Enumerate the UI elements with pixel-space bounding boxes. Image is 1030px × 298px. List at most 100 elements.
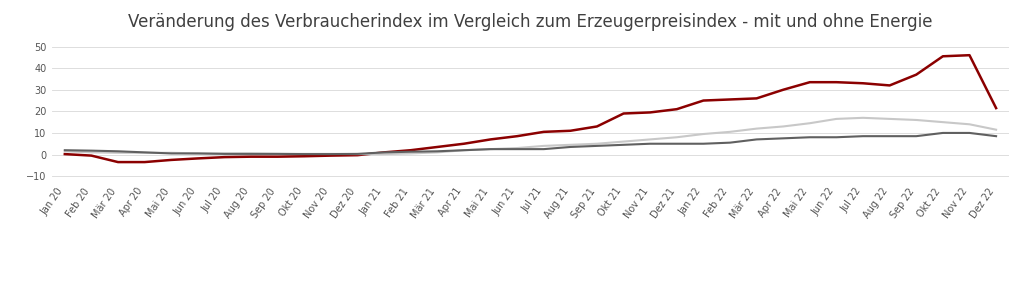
Verbraucherpreisindex (884, 134, 896, 138)
Verbraucherpreisindex (857, 134, 869, 138)
Verbraucherpreisindex (457, 148, 470, 152)
Verbraucherpreisindex (697, 142, 710, 145)
Erzeugerpreisindex ohne Energie (830, 117, 843, 121)
Erzeugerpreisindex (218, 155, 231, 159)
Verbraucherpreisindex (138, 150, 150, 154)
Verbraucherpreisindex (911, 134, 923, 138)
Erzeugerpreisindex ohne Energie (165, 151, 177, 155)
Erzeugerpreisindex (192, 157, 204, 160)
Erzeugerpreisindex (936, 55, 949, 58)
Erzeugerpreisindex (564, 129, 577, 133)
Verbraucherpreisindex (617, 143, 629, 147)
Verbraucherpreisindex (298, 152, 310, 156)
Erzeugerpreisindex ohne Energie (963, 122, 975, 126)
Erzeugerpreisindex ohne Energie (591, 142, 604, 145)
Verbraucherpreisindex (990, 134, 1002, 138)
Erzeugerpreisindex (59, 152, 71, 156)
Verbraucherpreisindex (671, 142, 683, 145)
Erzeugerpreisindex ohne Energie (245, 152, 258, 155)
Verbraucherpreisindex (272, 152, 284, 156)
Erzeugerpreisindex (457, 142, 470, 145)
Verbraucherpreisindex (963, 131, 975, 135)
Verbraucherpreisindex (112, 150, 125, 153)
Verbraucherpreisindex (777, 136, 789, 140)
Verbraucherpreisindex (830, 136, 843, 139)
Erzeugerpreisindex (351, 153, 364, 157)
Erzeugerpreisindex ohne Energie (378, 152, 390, 156)
Verbraucherpreisindex (324, 152, 337, 156)
Erzeugerpreisindex (884, 84, 896, 87)
Erzeugerpreisindex (85, 154, 98, 157)
Erzeugerpreisindex (591, 125, 604, 128)
Verbraucherpreisindex (165, 152, 177, 155)
Erzeugerpreisindex (617, 112, 629, 115)
Verbraucherpreisindex (644, 142, 656, 145)
Erzeugerpreisindex (324, 154, 337, 157)
Erzeugerpreisindex ohne Energie (911, 118, 923, 122)
Verbraucherpreisindex (751, 138, 763, 141)
Verbraucherpreisindex (85, 149, 98, 153)
Line: Erzeugerpreisindex: Erzeugerpreisindex (65, 55, 996, 162)
Erzeugerpreisindex ohne Energie (538, 144, 550, 148)
Erzeugerpreisindex (405, 148, 417, 152)
Erzeugerpreisindex ohne Energie (511, 146, 523, 150)
Erzeugerpreisindex (830, 80, 843, 84)
Verbraucherpreisindex (484, 147, 496, 151)
Erzeugerpreisindex ohne Energie (990, 128, 1002, 131)
Line: Erzeugerpreisindex ohne Energie: Erzeugerpreisindex ohne Energie (65, 118, 996, 154)
Erzeugerpreisindex (138, 160, 150, 164)
Erzeugerpreisindex ohne Energie (751, 127, 763, 131)
Erzeugerpreisindex ohne Energie (192, 152, 204, 155)
Erzeugerpreisindex (777, 88, 789, 91)
Title: Veränderung des Verbraucherindex im Vergleich zum Erzeugerpreisindex - mit und o: Veränderung des Verbraucherindex im Verg… (128, 13, 933, 31)
Verbraucherpreisindex (803, 136, 816, 139)
Erzeugerpreisindex (751, 97, 763, 100)
Erzeugerpreisindex ohne Energie (884, 117, 896, 121)
Erzeugerpreisindex ohne Energie (697, 132, 710, 136)
Verbraucherpreisindex (218, 152, 231, 156)
Erzeugerpreisindex (511, 134, 523, 138)
Erzeugerpreisindex (165, 158, 177, 162)
Erzeugerpreisindex ohne Energie (777, 125, 789, 128)
Erzeugerpreisindex (245, 155, 258, 159)
Erzeugerpreisindex ohne Energie (803, 121, 816, 125)
Erzeugerpreisindex (432, 145, 444, 149)
Verbraucherpreisindex (591, 144, 604, 148)
Erzeugerpreisindex (857, 81, 869, 85)
Erzeugerpreisindex (671, 107, 683, 111)
Verbraucherpreisindex (351, 152, 364, 156)
Verbraucherpreisindex (511, 147, 523, 151)
Verbraucherpreisindex (378, 150, 390, 154)
Erzeugerpreisindex (272, 155, 284, 159)
Verbraucherpreisindex (936, 131, 949, 135)
Erzeugerpreisindex ohne Energie (724, 130, 736, 134)
Erzeugerpreisindex ohne Energie (272, 152, 284, 156)
Erzeugerpreisindex (697, 99, 710, 102)
Erzeugerpreisindex (538, 130, 550, 134)
Erzeugerpreisindex ohne Energie (457, 148, 470, 152)
Erzeugerpreisindex ohne Energie (298, 152, 310, 156)
Erzeugerpreisindex ohne Energie (85, 150, 98, 154)
Erzeugerpreisindex ohne Energie (112, 151, 125, 155)
Erzeugerpreisindex ohne Energie (138, 151, 150, 155)
Erzeugerpreisindex (298, 154, 310, 158)
Erzeugerpreisindex ohne Energie (936, 120, 949, 124)
Erzeugerpreisindex (724, 98, 736, 101)
Erzeugerpreisindex ohne Energie (617, 140, 629, 143)
Erzeugerpreisindex ohne Energie (351, 152, 364, 156)
Erzeugerpreisindex ohne Energie (324, 152, 337, 156)
Verbraucherpreisindex (724, 141, 736, 145)
Verbraucherpreisindex (405, 150, 417, 153)
Erzeugerpreisindex (484, 138, 496, 141)
Erzeugerpreisindex (911, 73, 923, 76)
Erzeugerpreisindex ohne Energie (484, 147, 496, 151)
Verbraucherpreisindex (538, 147, 550, 151)
Verbraucherpreisindex (564, 145, 577, 149)
Erzeugerpreisindex ohne Energie (857, 116, 869, 119)
Erzeugerpreisindex ohne Energie (671, 136, 683, 139)
Verbraucherpreisindex (245, 152, 258, 156)
Verbraucherpreisindex (192, 152, 204, 155)
Verbraucherpreisindex (59, 148, 71, 152)
Erzeugerpreisindex ohne Energie (644, 138, 656, 141)
Erzeugerpreisindex (112, 160, 125, 164)
